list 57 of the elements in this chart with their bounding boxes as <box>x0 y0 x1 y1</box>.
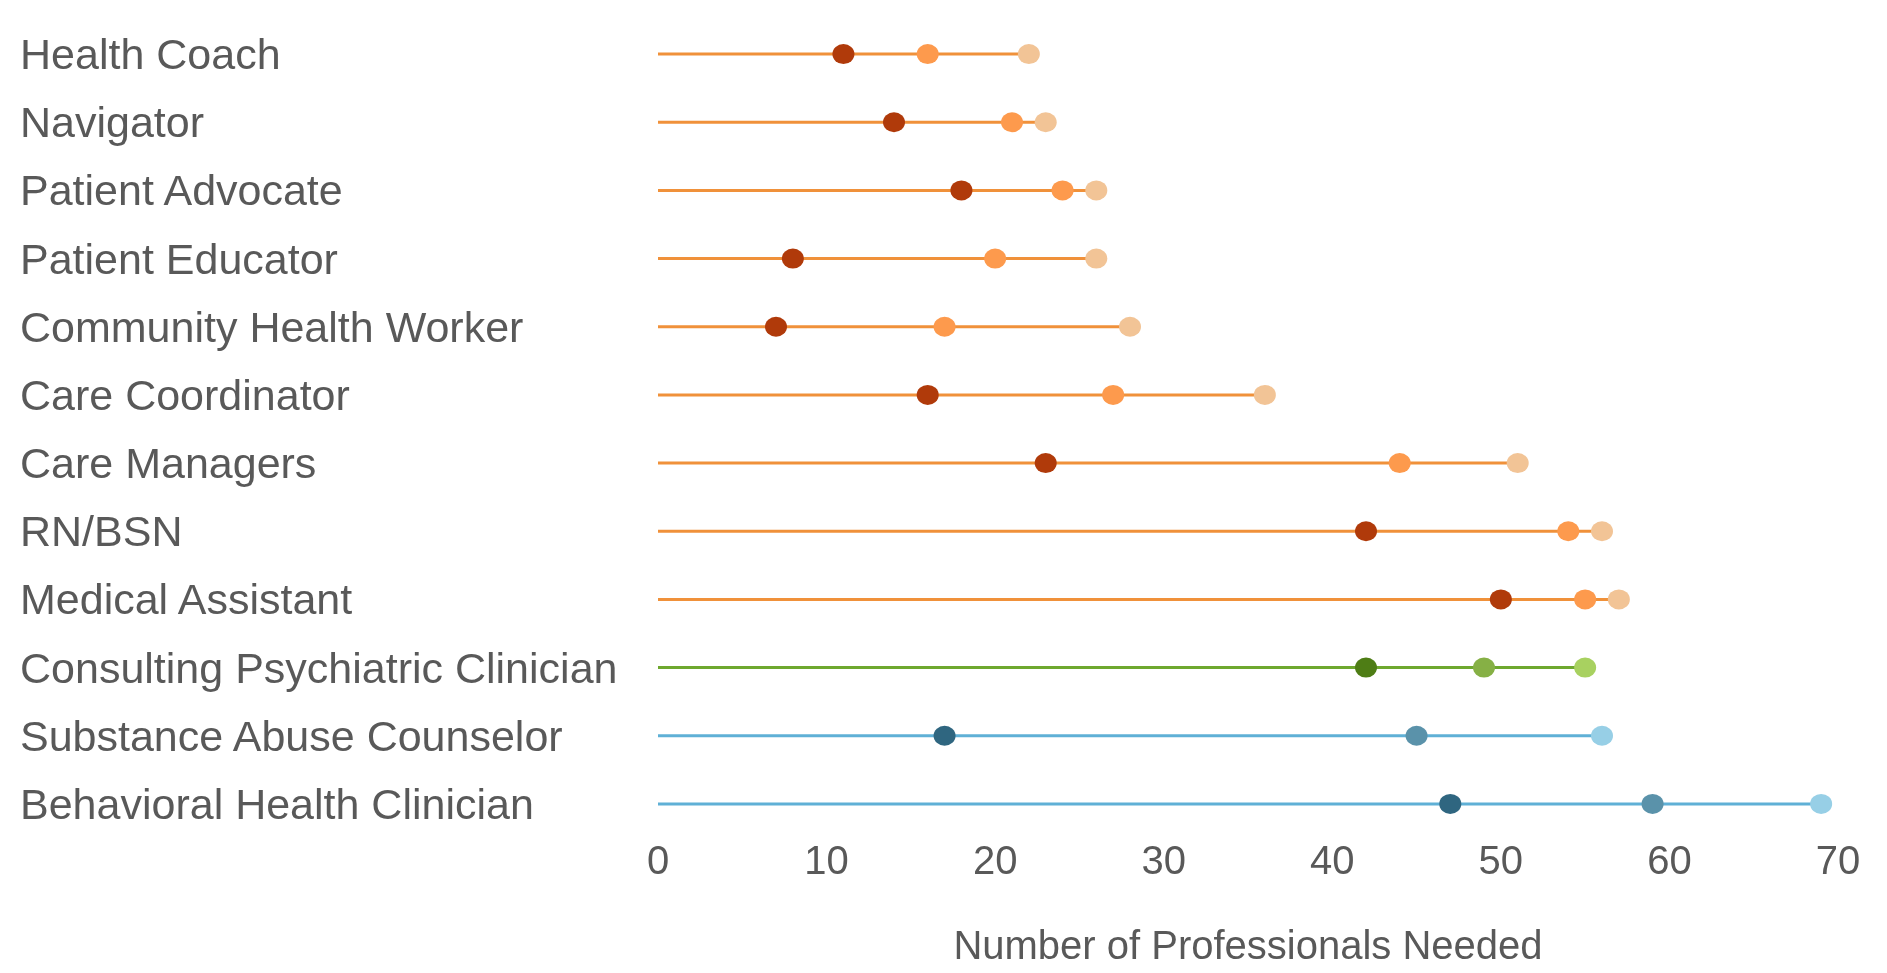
point <box>1085 180 1108 201</box>
point <box>1574 589 1597 610</box>
x-tick-label: 30 <box>1141 838 1186 883</box>
point <box>1051 180 1074 201</box>
point <box>1355 521 1377 542</box>
point <box>765 316 787 337</box>
point <box>883 112 905 133</box>
point <box>1489 589 1512 610</box>
point <box>1017 44 1040 65</box>
point <box>1034 112 1057 133</box>
point <box>984 248 1007 269</box>
y-tick-label: Care Managers <box>20 439 317 488</box>
y-tick-label: Care Coordinator <box>20 370 350 419</box>
point <box>916 384 939 405</box>
y-tick-label: Consulting Psychiatric Clinician <box>20 643 618 692</box>
point <box>1439 793 1462 814</box>
point <box>1253 384 1276 405</box>
point <box>1591 725 1613 746</box>
point <box>916 44 939 65</box>
point <box>1102 384 1125 405</box>
point <box>933 725 956 746</box>
point <box>1355 657 1377 678</box>
y-tick-label: Navigator <box>20 98 205 147</box>
x-tick-label: 50 <box>1478 838 1524 883</box>
x-tick-label: 60 <box>1647 838 1692 883</box>
y-tick-label: RN/BSN <box>20 507 183 556</box>
point <box>781 248 804 269</box>
point <box>1591 521 1613 542</box>
point <box>1607 589 1630 610</box>
point <box>933 316 956 337</box>
point <box>1810 793 1833 814</box>
point <box>1574 657 1597 678</box>
x-tick-label: 40 <box>1310 838 1355 883</box>
point <box>1557 521 1580 542</box>
point <box>950 180 973 201</box>
point <box>1119 316 1141 337</box>
point <box>1085 248 1108 269</box>
point <box>1506 453 1529 474</box>
y-tick-label: Substance Abuse Counselor <box>20 711 563 760</box>
y-tick-label: Behavioral Health Clinician <box>20 779 534 828</box>
x-tick-label: 0 <box>646 838 670 883</box>
y-tick-label: Patient Advocate <box>20 166 343 215</box>
point <box>1001 112 1023 133</box>
y-tick-label: Community Health Worker <box>20 302 524 351</box>
y-tick-label: Health Coach <box>20 30 281 79</box>
point <box>1641 793 1664 814</box>
x-tick-label: 70 <box>1815 838 1861 883</box>
point <box>1405 725 1428 746</box>
y-tick-label: Patient Educator <box>20 234 338 283</box>
x-axis-title: Number of Professionals Needed <box>953 923 1543 967</box>
y-tick-label: Medical Assistant <box>20 575 353 624</box>
point <box>832 44 855 65</box>
x-tick-label: 10 <box>804 838 849 883</box>
point <box>1473 657 1495 678</box>
point <box>1388 453 1411 474</box>
x-tick-label: 20 <box>972 838 1018 883</box>
point <box>1034 453 1057 474</box>
